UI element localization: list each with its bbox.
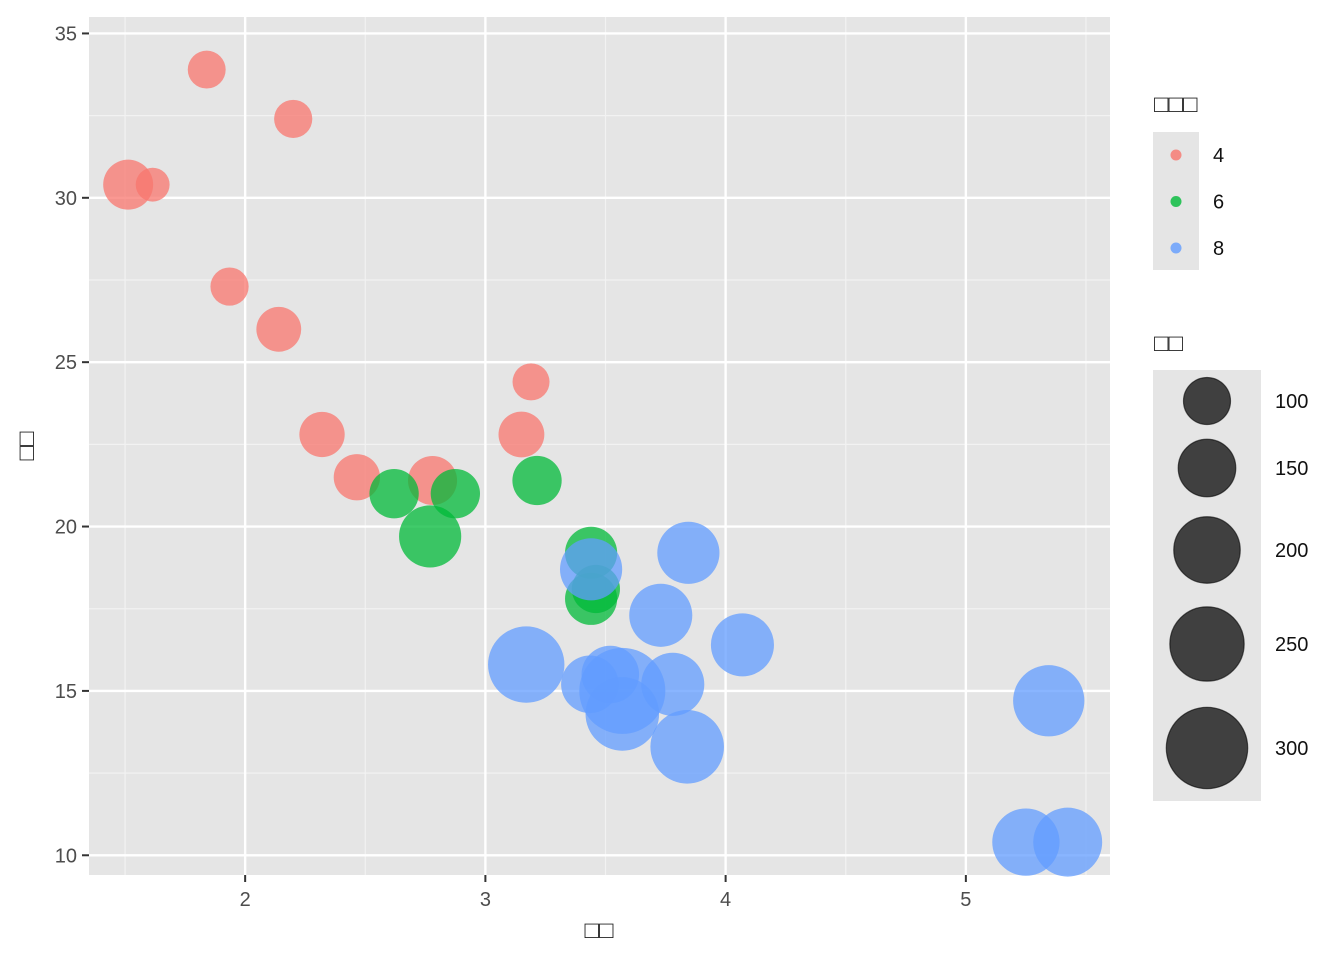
y-axis-title: □□: [13, 431, 40, 460]
scatter-point: [333, 454, 381, 501]
color-legend: □□□ 4 6 8: [1153, 91, 1224, 270]
scatter-point: [1033, 807, 1103, 877]
color-legend-key: [1170, 196, 1182, 207]
y-tick-label: 20: [55, 517, 77, 539]
size-legend-title: □□: [1154, 330, 1183, 357]
scatter-point: [512, 363, 550, 401]
scatter-point: [210, 267, 249, 306]
scatter-point: [430, 469, 481, 519]
scatter-point: [710, 613, 774, 677]
scatter-point: [369, 469, 419, 519]
scatter-point: [274, 99, 313, 138]
x-tick-label: 4: [720, 889, 731, 911]
x-tick-label: 2: [240, 889, 251, 911]
size-legend: □□ 100 150 200 250 300: [1153, 330, 1308, 801]
color-legend-title: □□□: [1154, 91, 1198, 118]
y-tick-label: 25: [55, 352, 77, 374]
x-tick-label: 5: [960, 889, 971, 911]
size-legend-label: 200: [1275, 540, 1308, 562]
scatter-point: [585, 677, 660, 751]
data-points: [103, 50, 1103, 877]
grid-minor: [89, 17, 1110, 875]
size-legend-key: [1177, 438, 1237, 498]
scatter-point: [512, 455, 562, 506]
size-legend-label: 300: [1275, 738, 1308, 760]
scatter-point: [135, 167, 170, 202]
size-legend-label: 150: [1275, 458, 1308, 480]
size-legend-key: [1182, 376, 1232, 426]
plot-panel: [89, 17, 1110, 875]
x-tick-label: 3: [480, 889, 491, 911]
color-legend-label: 8: [1213, 238, 1224, 260]
size-legend-key: [1173, 516, 1241, 584]
scatter-point: [629, 583, 693, 647]
size-legend-key: [1169, 606, 1245, 682]
color-legend-label: 6: [1213, 192, 1224, 214]
scatter-point: [657, 521, 720, 584]
color-legend-key: [1170, 149, 1182, 161]
y-tick-label: 30: [55, 188, 77, 210]
scatter-point: [256, 306, 302, 352]
scatter-point: [187, 50, 226, 89]
scatter-point: [650, 710, 724, 784]
scatter-point: [399, 505, 462, 568]
scatter-point: [488, 626, 565, 703]
size-legend-label: 100: [1275, 391, 1308, 413]
y-tick-label: 35: [55, 23, 77, 45]
scatter-point: [1013, 665, 1085, 737]
scatter-point: [103, 159, 154, 210]
y-tick-label: 15: [55, 681, 77, 703]
axes: 2 3 4 5 10 15 20 25 30 35: [55, 23, 972, 911]
color-legend-label: 4: [1213, 145, 1224, 167]
grid-major: [89, 17, 1110, 875]
scatter-point: [299, 411, 345, 458]
size-legend-key: [1165, 706, 1249, 790]
x-axis-title: □□: [585, 917, 614, 944]
scatter-point: [560, 538, 623, 601]
y-tick-label: 10: [55, 845, 77, 867]
color-legend-key: [1170, 242, 1182, 254]
scatter-point: [498, 411, 545, 458]
size-legend-label: 250: [1275, 634, 1308, 656]
